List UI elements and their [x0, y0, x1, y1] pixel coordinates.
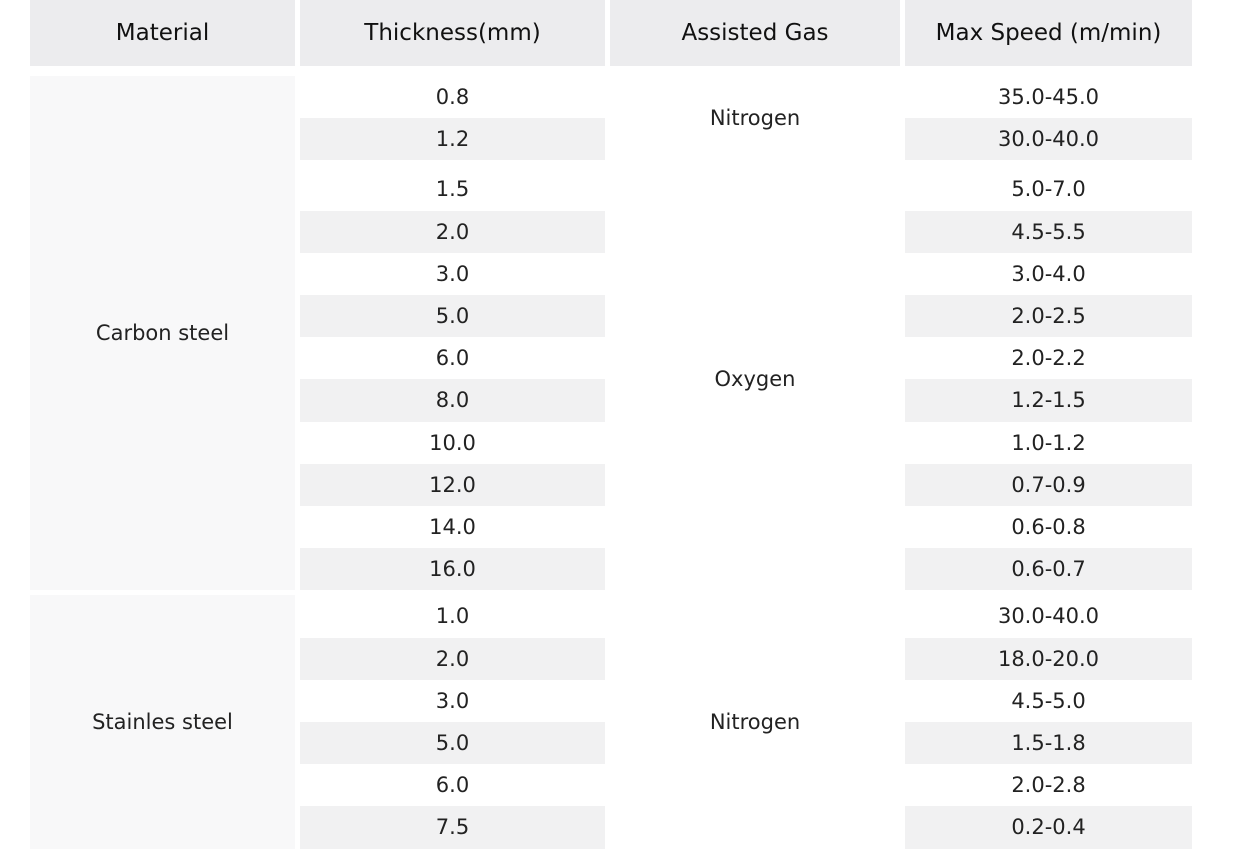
header-cell: Max Speed (m/min) — [905, 0, 1192, 66]
speed-cell: 2.0-2.5 — [905, 295, 1192, 338]
speed-cell: 4.5-5.5 — [905, 210, 1192, 253]
thickness-cell: 1.0 — [300, 595, 605, 638]
header-cell: Material — [30, 0, 295, 66]
speed-cell: 3.0-4.0 — [905, 252, 1192, 295]
thickness-cell: 5.0 — [300, 295, 605, 338]
header-cell: Thickness(mm) — [300, 0, 605, 66]
speed-cell: 2.0-2.8 — [905, 764, 1192, 807]
speed-cell: 4.5-5.0 — [905, 679, 1192, 722]
thickness-cell: 5.0 — [300, 722, 605, 765]
speed-cell: 5.0-7.0 — [905, 168, 1192, 211]
thickness-cell: 1.2 — [300, 118, 605, 161]
thickness-cell: 12.0 — [300, 463, 605, 506]
thickness-cell: 0.8 — [300, 76, 605, 119]
gas-cell: Nitrogen — [610, 76, 900, 161]
thickness-cell: 2.0 — [300, 210, 605, 253]
thickness-cell: 6.0 — [300, 337, 605, 380]
speed-cell: 30.0-40.0 — [905, 118, 1192, 161]
speed-cell: 1.0-1.2 — [905, 421, 1192, 464]
speed-cell: 0.6-0.7 — [905, 548, 1192, 591]
speed-cell: 0.2-0.4 — [905, 806, 1192, 849]
thickness-cell: 3.0 — [300, 252, 605, 295]
speed-cell: 18.0-20.0 — [905, 637, 1192, 680]
thickness-cell: 8.0 — [300, 379, 605, 422]
speed-cell: 30.0-40.0 — [905, 595, 1192, 638]
thickness-cell: 3.0 — [300, 679, 605, 722]
speed-cell: 0.7-0.9 — [905, 463, 1192, 506]
header-cell: Assisted Gas — [610, 0, 900, 66]
thickness-cell: 16.0 — [300, 548, 605, 591]
gas-cell: Oxygen — [610, 168, 900, 591]
gas-cell: Nitrogen — [610, 595, 900, 849]
material-cell: Carbon steel — [30, 76, 295, 591]
thickness-cell: 2.0 — [300, 637, 605, 680]
speed-cell: 0.6-0.8 — [905, 506, 1192, 549]
speed-cell: 35.0-45.0 — [905, 76, 1192, 119]
thickness-cell: 10.0 — [300, 421, 605, 464]
speed-cell: 1.2-1.5 — [905, 379, 1192, 422]
thickness-cell: 6.0 — [300, 764, 605, 807]
material-cell: Stainles steel — [30, 595, 295, 849]
speed-cell: 2.0-2.2 — [905, 337, 1192, 380]
thickness-cell: 1.5 — [300, 168, 605, 211]
thickness-cell: 7.5 — [300, 806, 605, 849]
thickness-cell: 14.0 — [300, 506, 605, 549]
speed-cell: 1.5-1.8 — [905, 722, 1192, 765]
